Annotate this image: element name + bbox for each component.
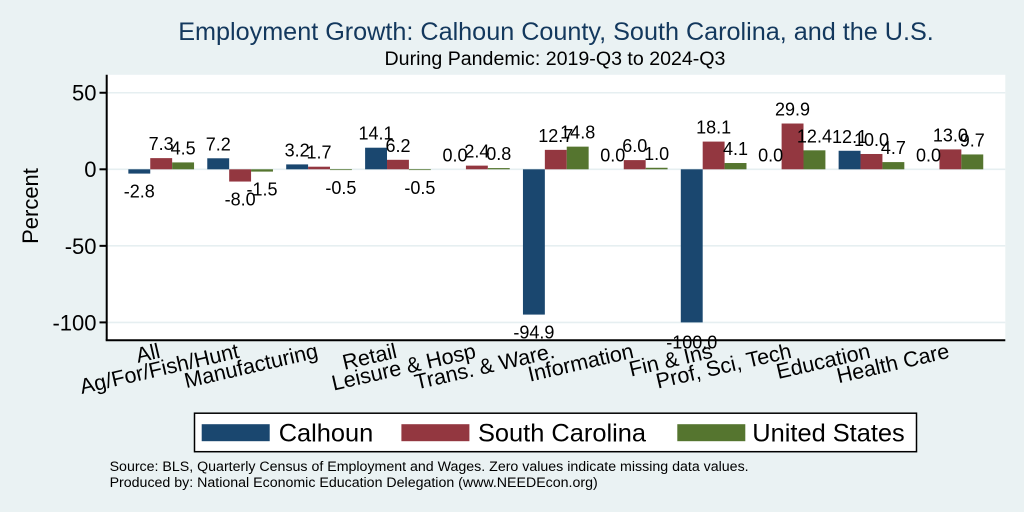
- svg-text:Percent: Percent: [18, 168, 43, 244]
- svg-text:7.2: 7.2: [206, 134, 231, 154]
- svg-text:-0.5: -0.5: [325, 178, 356, 198]
- svg-text:9.7: 9.7: [960, 130, 985, 150]
- svg-text:-100.0: -100.0: [666, 332, 717, 352]
- svg-text:0.0: 0.0: [442, 145, 467, 165]
- svg-text:-50: -50: [65, 234, 97, 259]
- svg-text:All: All: [134, 339, 163, 368]
- svg-text:0.8: 0.8: [486, 144, 511, 164]
- svg-text:14.1: 14.1: [359, 124, 394, 144]
- svg-text:18.1: 18.1: [696, 118, 731, 138]
- svg-text:0.0: 0.0: [600, 145, 625, 165]
- svg-text:During Pandemic: 2019-Q3 to 20: During Pandemic: 2019-Q3 to 2024-Q3: [385, 48, 726, 70]
- svg-text:-0.5: -0.5: [404, 178, 435, 198]
- svg-text:-100: -100: [52, 310, 96, 335]
- svg-text:12.7: 12.7: [538, 126, 573, 146]
- svg-text:6.0: 6.0: [622, 136, 647, 156]
- svg-text:0.0: 0.0: [758, 145, 783, 165]
- svg-text:Employment Growth: Calhoun Cou: Employment Growth: Calhoun County, South…: [178, 18, 934, 46]
- svg-text:United States: United States: [752, 420, 904, 448]
- svg-text:-2.8: -2.8: [124, 182, 155, 202]
- svg-text:1.7: 1.7: [307, 143, 332, 163]
- svg-text:-94.9: -94.9: [513, 323, 554, 343]
- svg-text:0.0: 0.0: [916, 145, 941, 165]
- svg-text:4.5: 4.5: [171, 138, 196, 158]
- svg-text:13.0: 13.0: [933, 125, 968, 145]
- svg-text:12.1: 12.1: [832, 127, 867, 147]
- svg-text:Source: BLS, Quarterly Census: Source: BLS, Quarterly Census of Employm…: [110, 459, 749, 475]
- svg-text:29.9: 29.9: [775, 100, 810, 120]
- svg-text:12.4: 12.4: [797, 126, 832, 146]
- svg-text:0: 0: [84, 157, 96, 182]
- svg-text:Produced by: National Economic: Produced by: National Economic Education…: [110, 475, 598, 491]
- svg-text:50: 50: [72, 81, 96, 106]
- svg-text:14.8: 14.8: [560, 123, 595, 143]
- svg-text:1.0: 1.0: [644, 144, 669, 164]
- svg-text:7.3: 7.3: [149, 134, 174, 154]
- svg-text:-1.5: -1.5: [247, 180, 278, 200]
- svg-text:6.2: 6.2: [385, 136, 410, 156]
- svg-text:4.1: 4.1: [723, 139, 748, 159]
- svg-text:3.2: 3.2: [285, 140, 310, 160]
- svg-text:4.7: 4.7: [881, 138, 906, 158]
- svg-text:-8.0: -8.0: [225, 190, 256, 210]
- svg-text:South Carolina: South Carolina: [478, 420, 647, 448]
- svg-text:2.4: 2.4: [464, 142, 489, 162]
- svg-text:10.0: 10.0: [854, 130, 889, 150]
- svg-text:Calhoun: Calhoun: [279, 420, 374, 448]
